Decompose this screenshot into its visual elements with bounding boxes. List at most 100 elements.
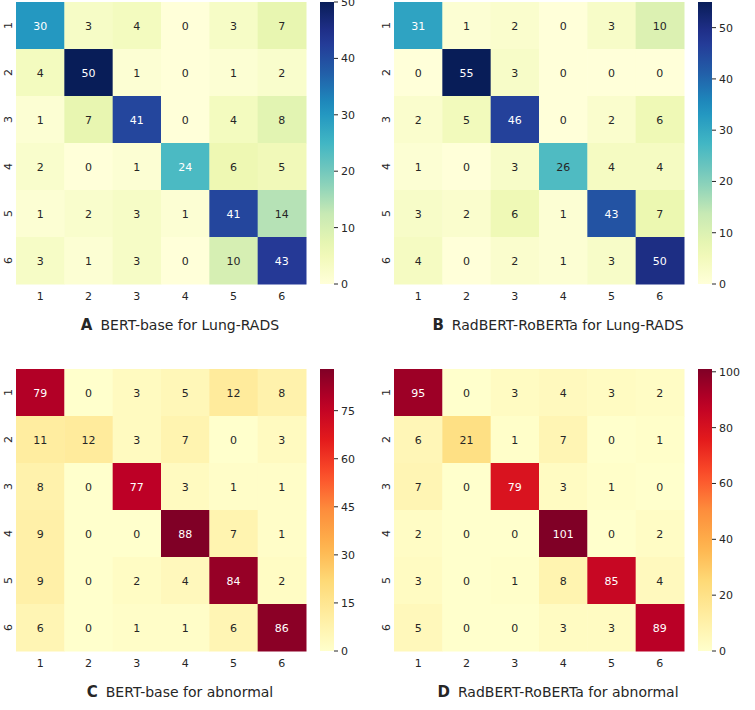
cell	[442, 416, 491, 464]
cell-label: 2	[656, 528, 663, 541]
cell	[539, 96, 588, 144]
cell	[636, 190, 685, 238]
x-tick-label: 6	[656, 290, 663, 303]
cell	[539, 604, 588, 652]
cell	[161, 369, 210, 417]
cell	[442, 2, 491, 50]
colorbar-tick-label: 100	[719, 366, 740, 379]
y-tick-label: 1	[380, 22, 393, 29]
cell	[587, 510, 636, 558]
x-tick-label: 4	[182, 290, 189, 303]
x-tick-label: 3	[133, 657, 140, 670]
cell	[442, 96, 491, 144]
cell	[636, 463, 685, 511]
colorbar-tick	[712, 232, 716, 233]
cell-label: 6	[511, 208, 518, 221]
cell-label: 0	[463, 622, 470, 635]
cell-label: 0	[463, 575, 470, 588]
cell-label: 3	[608, 255, 615, 268]
colorbar-tick	[334, 410, 338, 411]
cell	[113, 510, 162, 558]
x-tick-label: 5	[230, 290, 237, 303]
panel-letter: B	[432, 316, 443, 334]
cell	[394, 416, 443, 464]
y-tick-label: 5	[380, 210, 393, 217]
cell	[587, 604, 636, 652]
cell	[258, 463, 307, 511]
cell-label: 89	[653, 622, 667, 635]
cell	[491, 237, 540, 285]
cell-label: 4	[608, 161, 615, 174]
cell-label: 0	[182, 255, 189, 268]
cell-label: 3	[133, 255, 140, 268]
colorbar-tick-label: 50	[341, 0, 355, 9]
colorbar-tick-label: 80	[719, 422, 733, 435]
cell	[636, 237, 685, 285]
colorbar	[320, 369, 334, 651]
cell	[394, 2, 443, 50]
cell-label: 7	[415, 481, 422, 494]
cell-label: 8	[278, 114, 285, 127]
cell-label: 1	[278, 481, 285, 494]
colorbar	[320, 2, 334, 284]
cell	[113, 237, 162, 285]
cell-label: 1	[511, 575, 518, 588]
cell-label: 12	[82, 434, 96, 447]
x-tick-label: 2	[85, 657, 92, 670]
colorbar-tick-label: 10	[719, 227, 733, 240]
panel-title: BERT-base for abnormal	[106, 684, 274, 700]
cell-label: 2	[415, 528, 422, 541]
cell	[258, 369, 307, 417]
cell-label: 3	[133, 387, 140, 400]
cell	[587, 49, 636, 97]
cell-label: 4	[230, 114, 237, 127]
cell	[16, 96, 65, 144]
colorbar-tick-label: 0	[341, 278, 348, 291]
cell	[113, 416, 162, 464]
cell-label: 8	[560, 575, 567, 588]
cell-label: 0	[463, 387, 470, 400]
y-tick-label: 4	[2, 163, 15, 170]
y-tick-label: 3	[380, 116, 393, 123]
cell-label: 3	[133, 208, 140, 221]
cell-label: 0	[608, 67, 615, 80]
cell-label: 0	[656, 481, 663, 494]
cell-label: 9	[37, 528, 44, 541]
cell	[442, 463, 491, 511]
colorbar-tick	[712, 427, 716, 428]
colorbar-tick	[712, 651, 716, 652]
cell	[587, 416, 636, 464]
y-tick-label: 1	[2, 389, 15, 396]
cell-label: 3	[133, 434, 140, 447]
cell-label: 1	[85, 255, 92, 268]
cell	[491, 96, 540, 144]
cell	[209, 237, 258, 285]
colorbar-tick	[334, 284, 338, 285]
cell	[16, 510, 65, 558]
cell	[491, 2, 540, 50]
cell	[442, 49, 491, 97]
cell	[161, 557, 210, 605]
cell-label: 3	[608, 387, 615, 400]
colorbar-tick	[334, 506, 338, 507]
cell	[209, 604, 258, 652]
cell-label: 3	[278, 434, 285, 447]
cell	[491, 369, 540, 417]
cell	[491, 510, 540, 558]
cell-label: 0	[230, 434, 237, 447]
cell-label: 1	[511, 434, 518, 447]
cell-label: 3	[608, 20, 615, 33]
colorbar-tick-label: 0	[719, 645, 726, 658]
colorbar-tick	[712, 539, 716, 540]
cell	[636, 96, 685, 144]
panel-title: BERT-base for Lung-RADS	[100, 317, 279, 333]
x-tick-label: 6	[656, 657, 663, 670]
colorbar-tick	[712, 483, 716, 484]
cell-label: 3	[230, 20, 237, 33]
cell-label: 11	[33, 434, 47, 447]
cell	[539, 557, 588, 605]
cell	[64, 49, 113, 97]
cell	[539, 510, 588, 558]
colorbar-tick-label: 20	[719, 589, 733, 602]
cell	[636, 416, 685, 464]
